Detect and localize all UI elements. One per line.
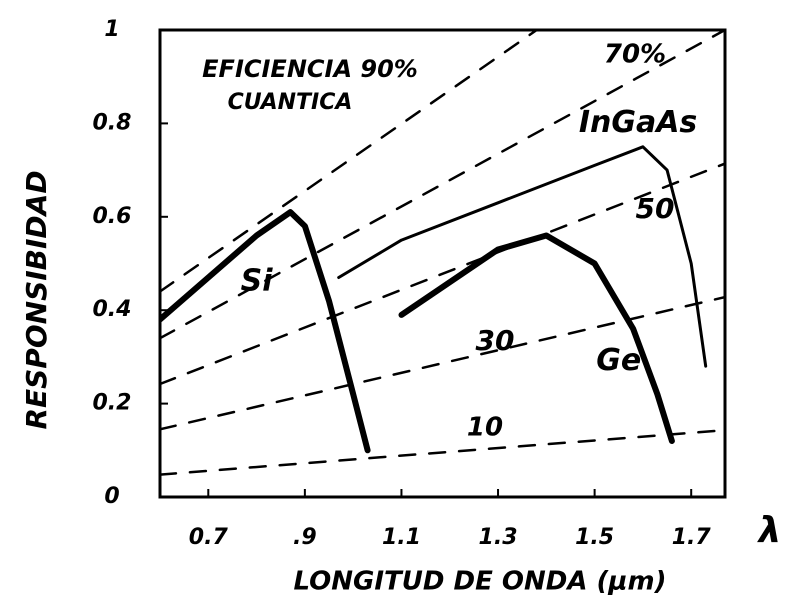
x-tick-label: 1.1 xyxy=(382,525,421,550)
series-line xyxy=(160,295,725,431)
series-line xyxy=(160,209,371,454)
x-tick-label: .9 xyxy=(293,525,317,550)
x-tick-label: 1.3 xyxy=(479,525,518,550)
series-line xyxy=(337,145,708,368)
x-tick-label: 0.7 xyxy=(189,525,229,550)
series-line xyxy=(160,428,725,476)
y-tick-label: 0.6 xyxy=(93,204,132,229)
series-label: InGaAs xyxy=(579,105,697,140)
annotation: 70% xyxy=(604,40,666,70)
series-line xyxy=(160,30,538,293)
y-tick-label: 0.4 xyxy=(93,297,132,322)
series-label: Si xyxy=(241,264,274,299)
y-axis-title: RESPONSIBIDAD xyxy=(20,170,53,429)
y-tick-label: 0 xyxy=(104,484,119,509)
series-line xyxy=(160,162,725,386)
annotation: 50 xyxy=(636,192,675,225)
series-label: Ge xyxy=(596,343,641,378)
annotation: CUANTICA xyxy=(228,90,353,115)
x-symbol: λ xyxy=(757,510,782,551)
y-tick-label: 0.2 xyxy=(93,391,132,416)
annotation: 30 xyxy=(476,324,515,357)
y-tick-label: 1 xyxy=(104,17,119,42)
annotation: 10 xyxy=(467,413,503,443)
y-tick-label: 0.8 xyxy=(93,110,132,135)
x-tick-label: 1.5 xyxy=(575,525,614,550)
annotation: EFICIENCIA 90% xyxy=(202,55,418,83)
plot-frame xyxy=(158,28,727,499)
series-line xyxy=(398,232,675,444)
x-axis-title: LONGITUD DE ONDA (μm) xyxy=(293,567,666,597)
x-tick-label: 1.7 xyxy=(672,525,712,550)
plot-area xyxy=(160,30,725,476)
